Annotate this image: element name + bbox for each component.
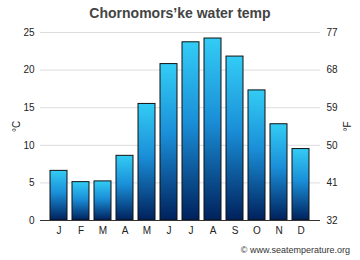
svg-text:J: J — [189, 225, 194, 236]
svg-text:20: 20 — [23, 64, 35, 75]
html-text:© www.seatemperature.org: © www.seatemperature.org — [240, 245, 350, 255]
svg-text:A: A — [122, 225, 129, 236]
svg-text:10: 10 — [23, 140, 35, 151]
svg-text:68: 68 — [327, 64, 339, 75]
svg-text:D: D — [297, 225, 304, 236]
svg-text:0: 0 — [29, 215, 35, 226]
svg-text:50: 50 — [327, 140, 339, 151]
svg-text:M: M — [143, 225, 151, 236]
svg-text:J: J — [167, 225, 172, 236]
svg-text:S: S — [232, 225, 239, 236]
svg-text:°F: °F — [342, 121, 353, 131]
html-text:Chornomors’ke water temp: Chornomors’ke water temp — [89, 5, 271, 21]
svg-text:°C: °C — [11, 121, 22, 132]
svg-text:41: 41 — [327, 177, 339, 188]
svg-text:32: 32 — [327, 215, 339, 226]
svg-text:M: M — [99, 225, 107, 236]
svg-text:5: 5 — [29, 177, 35, 188]
svg-text:F: F — [78, 225, 84, 236]
svg-text:25: 25 — [23, 27, 35, 38]
svg-text:59: 59 — [327, 102, 339, 113]
svg-text:O: O — [253, 225, 261, 236]
svg-text:A: A — [210, 225, 217, 236]
svg-text:N: N — [275, 225, 282, 236]
svg-text:15: 15 — [23, 102, 35, 113]
svg-text:J: J — [57, 225, 62, 236]
svg-text:77: 77 — [327, 27, 339, 38]
